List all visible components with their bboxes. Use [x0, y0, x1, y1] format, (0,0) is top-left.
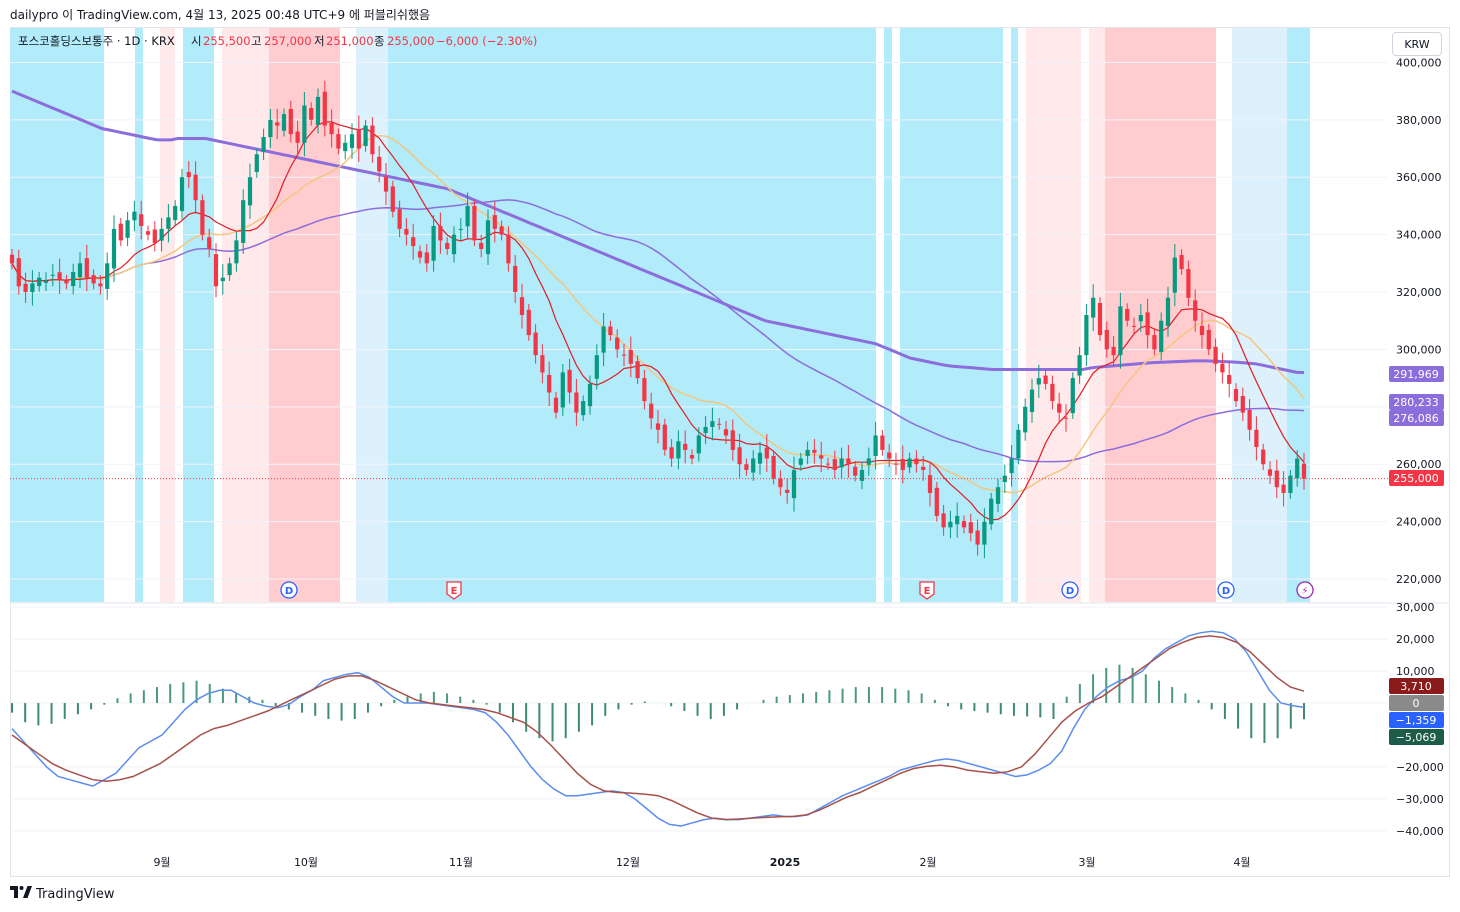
- attribution-line: dailypro 이 TradingView.com, 4월 13, 2025 …: [10, 8, 431, 22]
- footer-brand: TradingView: [10, 886, 115, 902]
- chart-frame: [10, 27, 1450, 877]
- currency-button[interactable]: KRW: [1392, 32, 1442, 56]
- footer-brand-name: TradingView: [36, 886, 115, 902]
- tradingview-logo-icon: [10, 886, 32, 902]
